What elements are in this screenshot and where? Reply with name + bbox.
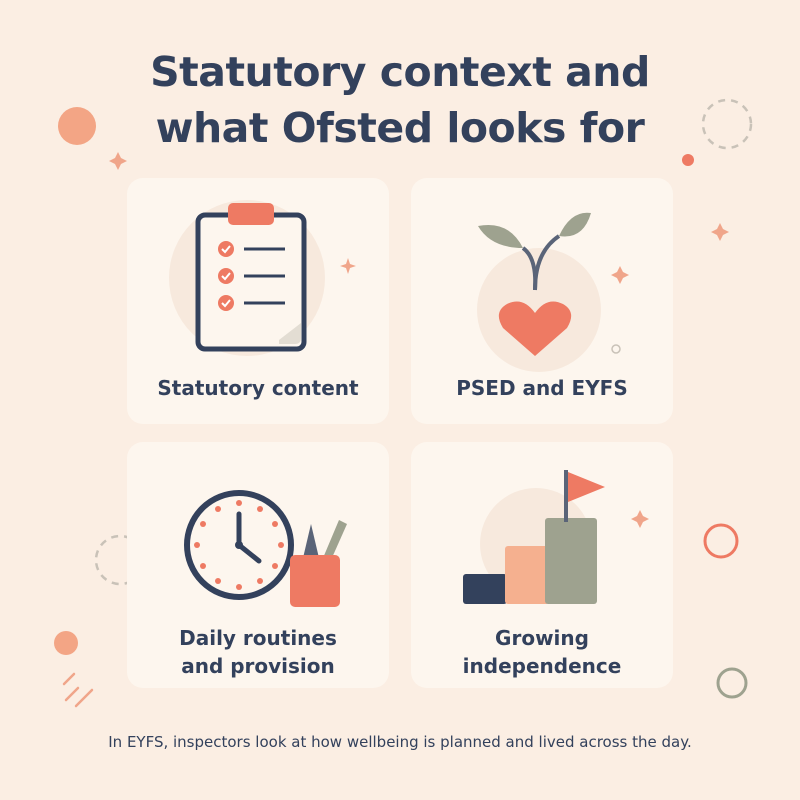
dash-lines-decoration [62,672,94,708]
sprout-heart-icon [477,212,629,372]
card-growing-independence: Growing independence [411,442,673,688]
steps-with-flag-icon [463,470,649,604]
card-label-line-1: Growing [495,626,589,650]
clock-and-pencil-pot-icon [184,490,347,607]
card-label-line-2: independence [462,654,622,678]
card-psed-eyfs: PSED and EYFS [411,178,673,424]
coral-ring-decoration [703,523,739,559]
card-daily-routines: Daily routines and provision [127,442,389,688]
page-title: Statutory context and what Ofsted looks … [0,44,800,156]
page-title-line-2: what Ofsted looks for [155,104,645,152]
sage-ring-decoration [716,667,748,699]
card-label: Growing independence [411,624,673,680]
card-label: PSED and EYFS [456,376,628,400]
card-label-line-2: and provision [181,654,335,678]
sparkle-icon [711,223,729,241]
page-title-line-1: Statutory context and [150,48,650,96]
peach-dot-decoration [54,631,78,655]
clipboard-checklist-icon [169,200,356,356]
card-label-line-1: Daily routines [179,626,337,650]
caption: In EYFS, inspectors look at how wellbein… [108,733,692,751]
card-statutory-content: Statutory content [127,178,389,424]
card-label: Daily routines and provision [127,624,389,680]
card-label: Statutory content [157,376,359,400]
